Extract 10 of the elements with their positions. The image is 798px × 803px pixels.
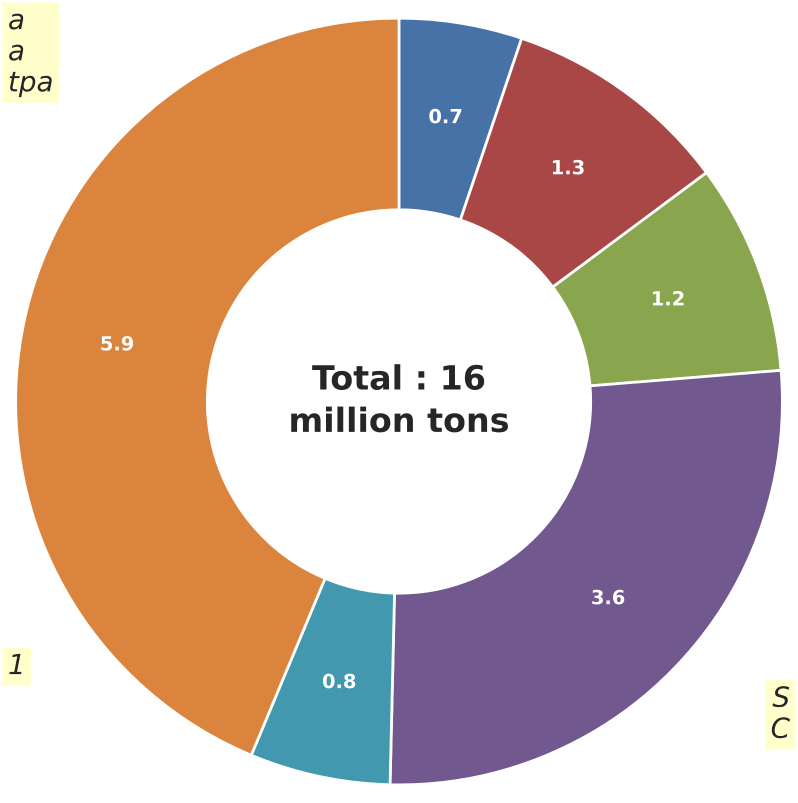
text: 1 [9, 654, 22, 674]
data-label: 3.6 [592, 590, 624, 604]
data-label: 0.8 [322, 674, 356, 688]
data-label: 0.7 [429, 108, 462, 124]
text: Total : 16 million tons [291, 364, 508, 432]
data-label: 5.9 [101, 336, 134, 351]
data-label: 1.3 [552, 160, 584, 175]
text: a a tpa [9, 14, 52, 98]
text: S C [772, 686, 790, 738]
data-label: 1.2 [652, 290, 684, 306]
